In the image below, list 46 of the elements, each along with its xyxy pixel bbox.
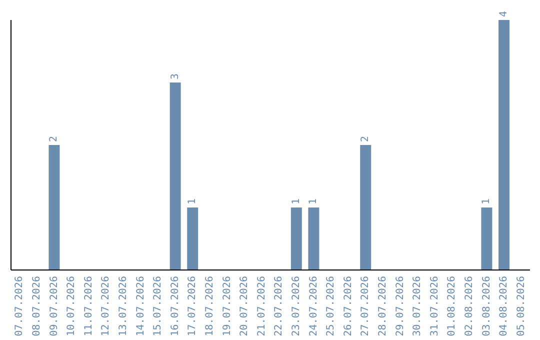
x-tick-label: 10.07.2026 xyxy=(66,276,78,336)
x-tick-label: 01.08.2026 xyxy=(446,276,458,336)
x-tick-label: 27.07.2026 xyxy=(360,276,372,336)
data-label: 1 xyxy=(481,198,492,204)
data-label: 1 xyxy=(187,198,198,204)
x-tick-label: 25.07.2026 xyxy=(326,276,337,336)
bar xyxy=(290,208,302,270)
data-label: 4 xyxy=(498,10,510,17)
x-tick-label: 11.07.2026 xyxy=(83,276,94,336)
x-tick-label: 02.08.2026 xyxy=(464,276,475,336)
x-tick-label: 09.07.2026 xyxy=(48,276,60,336)
x-tick-label: 18.07.2026 xyxy=(204,276,216,336)
data-label: 1 xyxy=(290,198,302,204)
x-tick-label: 16.07.2026 xyxy=(170,276,181,336)
data-label: 3 xyxy=(170,73,181,80)
x-tick-label: 07.07.2026 xyxy=(14,276,26,336)
x-tick-label: 14.07.2026 xyxy=(135,276,146,336)
data-label: 2 xyxy=(48,136,60,142)
x-tick-label: 29.07.2026 xyxy=(394,276,406,336)
x-tick-label: 20.07.2026 xyxy=(239,276,250,336)
x-tick-label: 23.07.2026 xyxy=(290,276,302,336)
bar xyxy=(48,145,60,270)
bar xyxy=(170,82,181,270)
x-tick-label: 04.08.2026 xyxy=(498,276,510,336)
x-tick-label: 12.07.2026 xyxy=(100,276,112,336)
x-tick-label: 19.07.2026 xyxy=(222,276,233,336)
x-tick-label: 26.07.2026 xyxy=(342,276,354,336)
x-tick-label: 13.07.2026 xyxy=(118,276,129,336)
x-tick-label: 24.07.2026 xyxy=(308,276,320,336)
bar xyxy=(481,208,492,270)
bar xyxy=(308,208,320,270)
x-tick-label: 05.08.2026 xyxy=(516,276,527,336)
bar xyxy=(187,208,198,270)
x-tick-label: 08.07.2026 xyxy=(31,276,42,336)
x-tick-label: 17.07.2026 xyxy=(187,276,198,336)
x-tick-label: 03.08.2026 xyxy=(481,276,492,336)
data-label: 1 xyxy=(308,198,320,204)
data-label: 2 xyxy=(360,136,372,142)
x-tick-label: 21.07.2026 xyxy=(256,276,268,336)
x-tick-label: 28.07.2026 xyxy=(377,276,388,336)
x-tick-label: 22.07.2026 xyxy=(274,276,285,336)
bar xyxy=(498,20,510,270)
x-tick-label: 15.07.2026 xyxy=(152,276,164,336)
bar xyxy=(360,145,372,270)
x-tick-label: 31.07.2026 xyxy=(429,276,440,336)
x-tick-label: 30.07.2026 xyxy=(412,276,424,336)
